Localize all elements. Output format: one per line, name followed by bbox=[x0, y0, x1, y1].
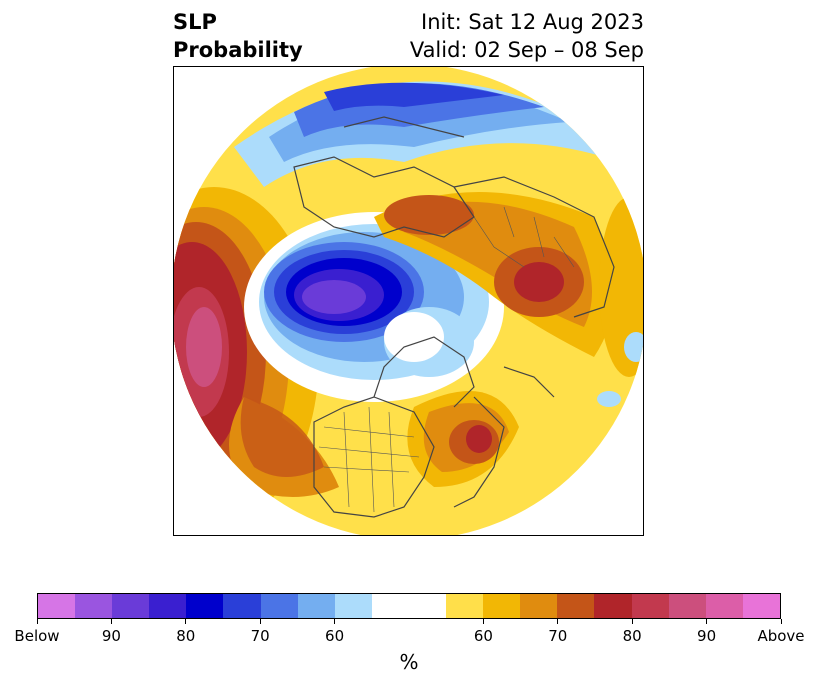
colorbar-tick-label: 70 bbox=[548, 627, 568, 645]
chart-title-right: Init: Sat 12 Aug 2023 Valid: 02 Sep – 08… bbox=[410, 8, 644, 64]
colorbar-tick-label: 60 bbox=[473, 627, 493, 645]
colorbar-tick-mark bbox=[36, 619, 38, 624]
colorbar-swatch bbox=[149, 594, 187, 618]
colorbar-swatch bbox=[334, 594, 372, 618]
colorbar-tick-label: 90 bbox=[697, 627, 717, 645]
colorbar-tick-mark bbox=[185, 619, 187, 624]
colorbar-tick-mark bbox=[631, 619, 633, 624]
colorbar-tick-label: Below bbox=[14, 627, 60, 645]
colorbar-swatch bbox=[112, 594, 150, 618]
colorbar-swatch bbox=[631, 594, 669, 618]
colorbar-tick-label: 80 bbox=[176, 627, 196, 645]
title-product: Probability bbox=[173, 38, 303, 62]
colorbar-tick-mark bbox=[259, 619, 261, 624]
colorbar-tick-label: Above bbox=[757, 627, 805, 645]
chart-title-left: SLP Probability bbox=[173, 8, 303, 64]
colorbar-swatch bbox=[38, 594, 76, 618]
colorbar-swatch bbox=[520, 594, 558, 618]
coastlines bbox=[293, 116, 615, 518]
colorbar-swatch bbox=[483, 594, 521, 618]
colorbar-swatch bbox=[742, 594, 780, 618]
colorbar-tick-mark bbox=[706, 619, 708, 624]
colorbar-tick-mark bbox=[557, 619, 559, 624]
colorbar-swatch bbox=[446, 594, 484, 618]
colorbar-tick-mark bbox=[110, 619, 112, 624]
colorbar-tick-mark bbox=[334, 619, 336, 624]
colorbar-tick-label: 70 bbox=[250, 627, 270, 645]
valid-range-label: Valid: 02 Sep – 08 Sep bbox=[409, 38, 644, 62]
colorbar-swatch bbox=[594, 594, 632, 618]
colorbar-tick-label: 90 bbox=[101, 627, 121, 645]
colorbar-swatch bbox=[223, 594, 261, 618]
colorbar-swatch bbox=[75, 594, 113, 618]
colorbar-swatch bbox=[557, 594, 595, 618]
probability-colorbar bbox=[37, 593, 781, 619]
colorbar-swatch bbox=[297, 594, 335, 618]
colorbar-tick-mark bbox=[482, 619, 484, 624]
probability-shading bbox=[174, 67, 643, 535]
probability-map-svg bbox=[174, 67, 643, 535]
colorbar-tick-label: 60 bbox=[325, 627, 345, 645]
colorbar-unit-label: % bbox=[399, 650, 419, 674]
init-date-label: Init: Sat 12 Aug 2023 bbox=[421, 10, 644, 34]
borders bbox=[318, 206, 575, 513]
colorbar-swatch bbox=[260, 594, 298, 618]
colorbar-swatch bbox=[408, 594, 447, 618]
polar-map bbox=[173, 66, 644, 536]
colorbar-swatch bbox=[186, 594, 224, 618]
colorbar-tick-mark bbox=[780, 619, 782, 624]
colorbar-tick-label: 80 bbox=[622, 627, 642, 645]
colorbar-swatch bbox=[668, 594, 706, 618]
colorbar-swatch bbox=[371, 594, 409, 618]
colorbar-swatch bbox=[705, 594, 743, 618]
title-variable: SLP bbox=[173, 10, 217, 34]
